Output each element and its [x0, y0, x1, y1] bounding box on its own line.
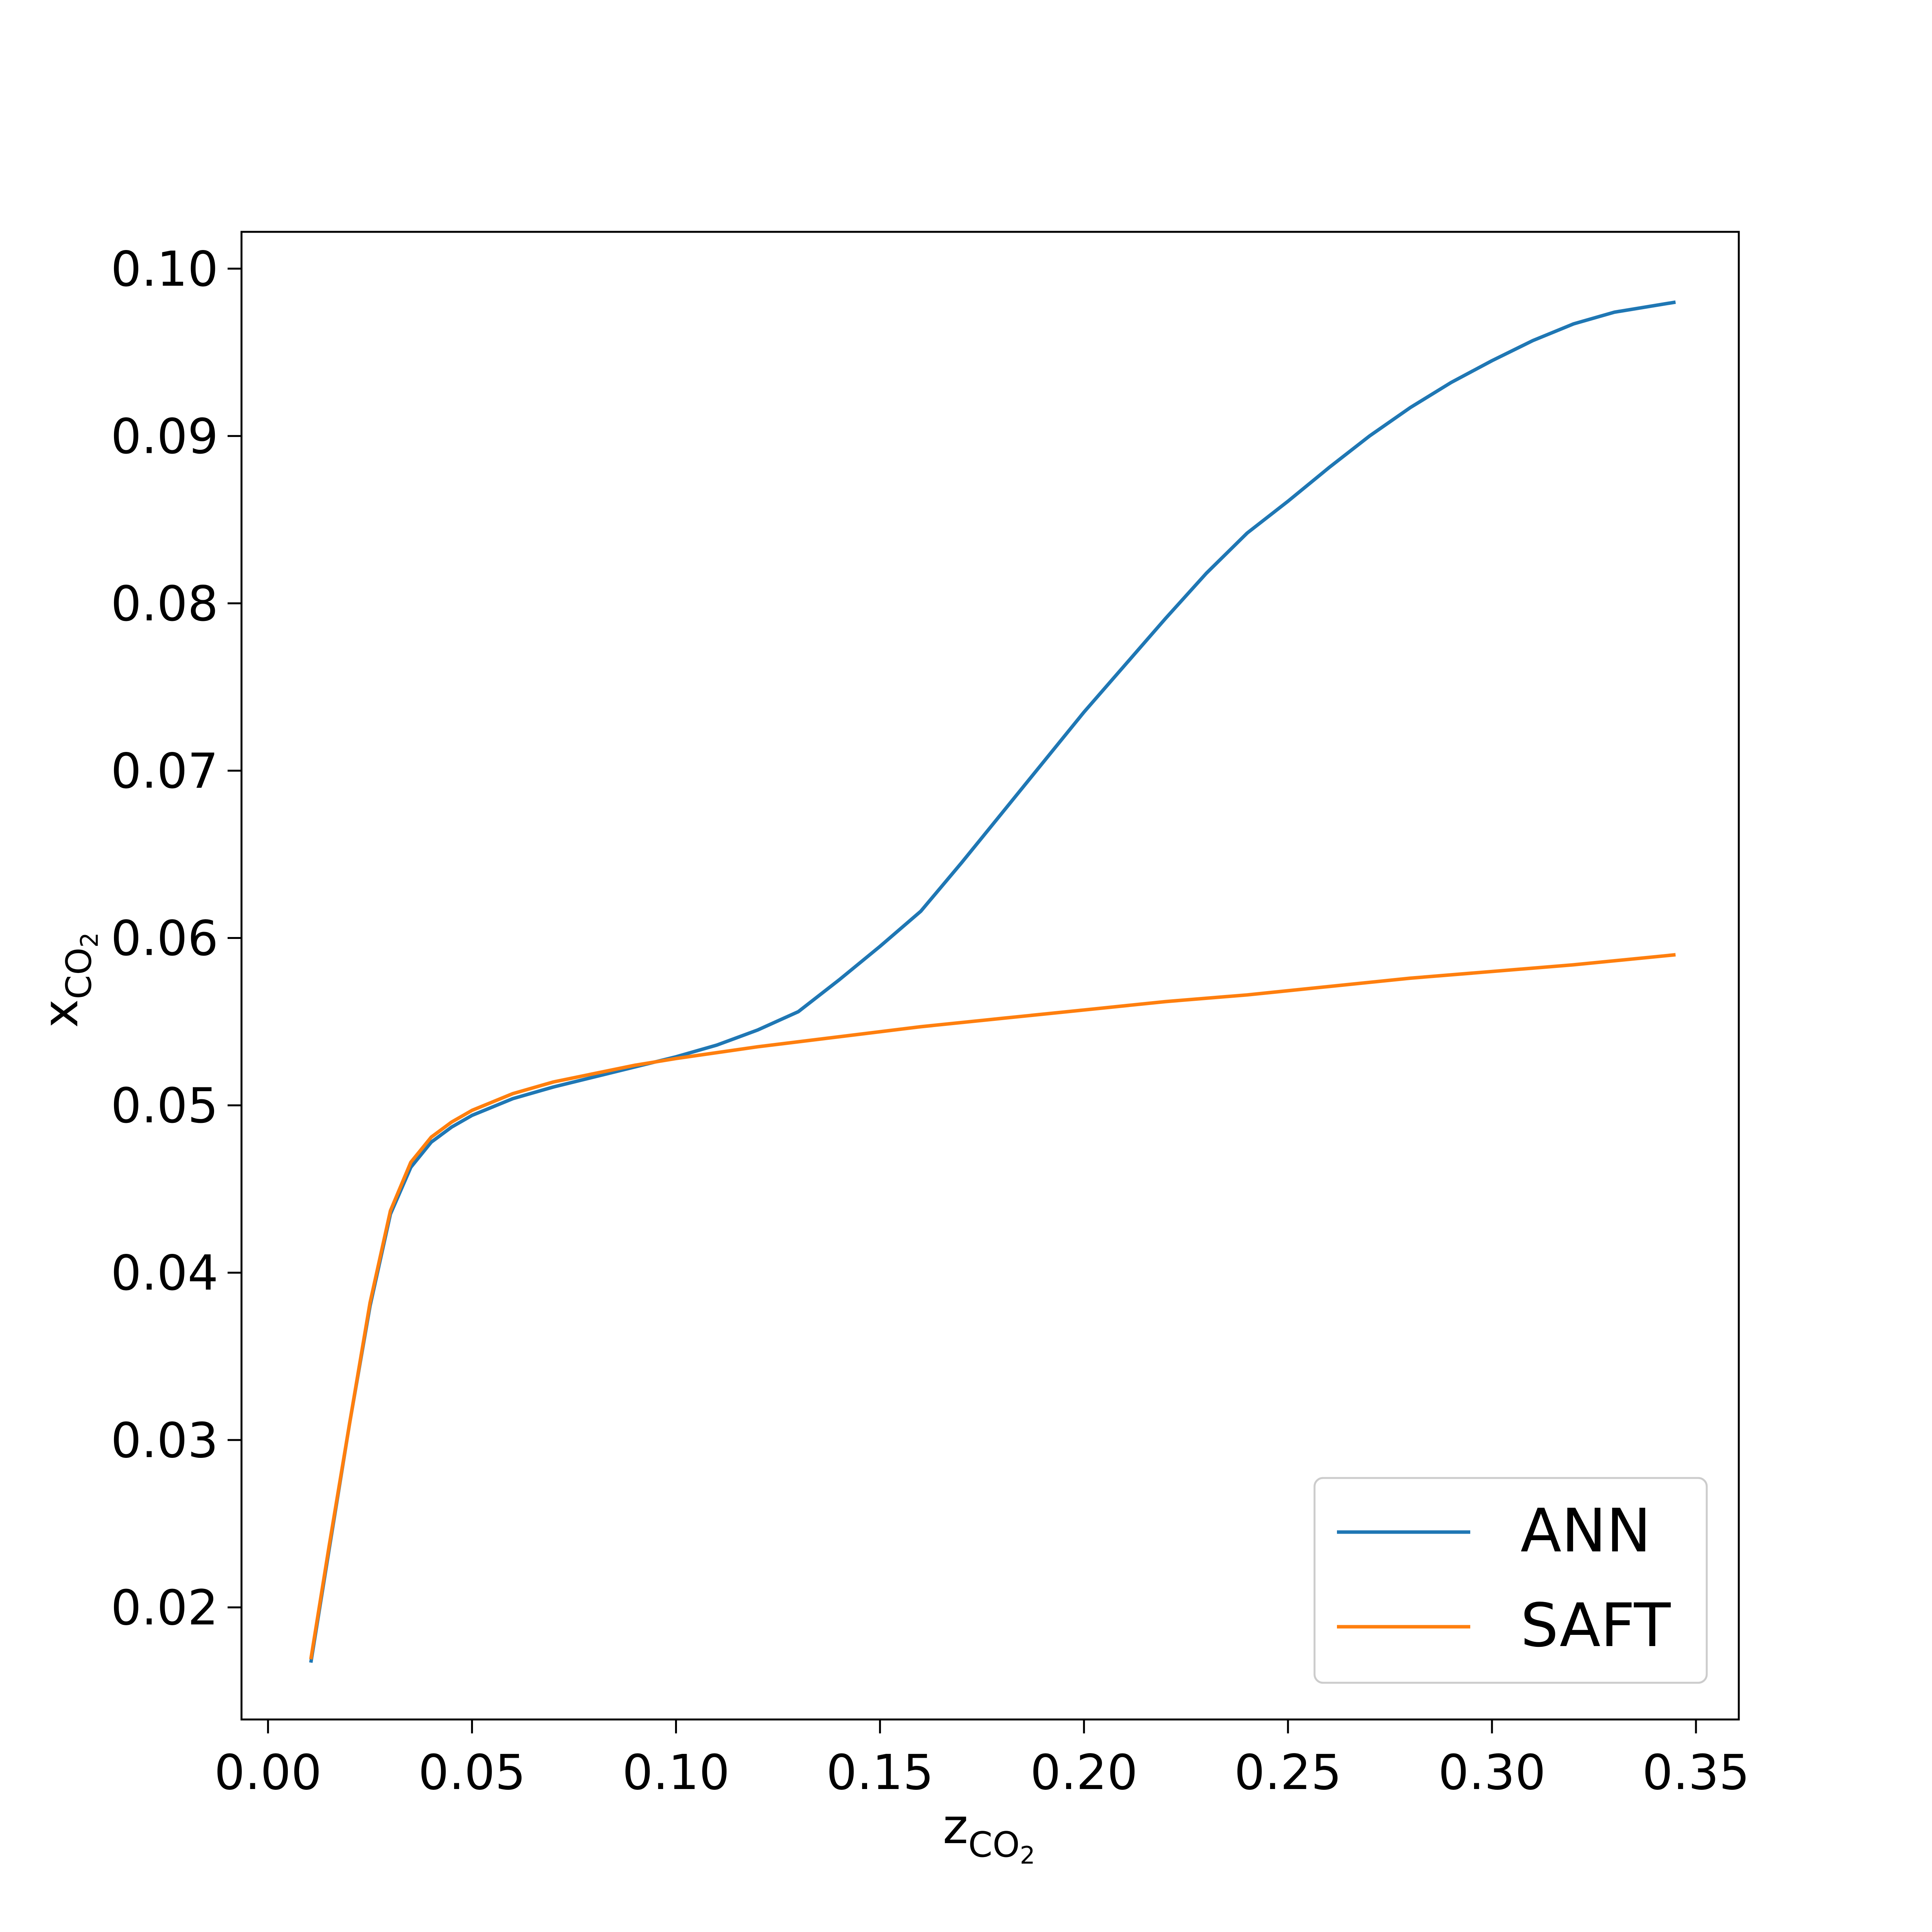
y-tick-label: 0.09 — [111, 408, 218, 464]
x-axis-label-sub: CO — [968, 1825, 1020, 1865]
x-tick-label: 0.35 — [1642, 1745, 1750, 1801]
x-axis-label-main: z — [943, 1799, 968, 1855]
series-layer — [309, 300, 1676, 1663]
legend-label-saft: SAFT — [1520, 1590, 1671, 1660]
plot-frame — [240, 231, 1740, 1721]
y-axis-label-sub: CO — [59, 947, 99, 999]
legend: ANN SAFT — [1313, 1477, 1708, 1684]
x-tick-label: 0.15 — [826, 1745, 934, 1801]
x-tick-label: 0.05 — [418, 1745, 526, 1801]
y-axis-label-main: x — [33, 999, 89, 1028]
y-axis-label: xCO2 — [33, 932, 104, 1028]
y-tick-label: 0.07 — [111, 743, 218, 799]
legend-label-ann: ANN — [1520, 1496, 1651, 1566]
y-tick-label: 0.03 — [111, 1413, 218, 1469]
legend-box — [1313, 1477, 1708, 1684]
x-tick-label: 0.10 — [622, 1745, 730, 1801]
x-axis-label: zCO2 — [943, 1799, 1035, 1869]
y-tick-label: 0.08 — [111, 576, 218, 632]
x-tick-label: 0.30 — [1438, 1745, 1546, 1801]
y-tick-label: 0.05 — [111, 1078, 218, 1134]
series-line-saft — [309, 953, 1676, 1660]
x-axis-label-subsub: 2 — [1020, 1841, 1035, 1869]
y-tick-label: 0.06 — [111, 911, 218, 967]
y-tick-label: 0.10 — [111, 241, 218, 297]
x-tick-label: 0.20 — [1030, 1745, 1138, 1801]
y-tick-label: 0.04 — [111, 1245, 218, 1301]
x-tick-label: 0.00 — [214, 1745, 321, 1801]
axes-layer: 0.00 0.05 0.10 0.15 0.20 0.25 0.30 0.35 0.02 0.03… — [111, 241, 1750, 1801]
y-axis-label-subsub: 2 — [75, 932, 104, 947]
series-line-ann — [309, 300, 1676, 1663]
y-tick-label: 0.02 — [111, 1580, 218, 1636]
x-tick-label: 0.25 — [1234, 1745, 1342, 1801]
